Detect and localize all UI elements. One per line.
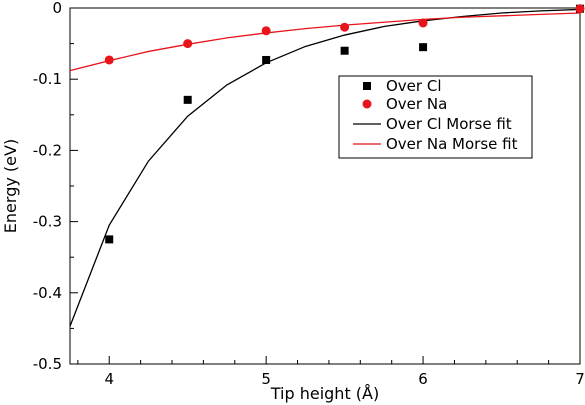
legend: Over Cl Over Na Over Cl Morse fit Over N… [338, 75, 533, 159]
plot-area [69, 4, 585, 365]
y-tick-label: -0.1 [33, 70, 62, 88]
plot-frame [69, 7, 581, 365]
over-na-point [183, 39, 193, 49]
legend-symbol-over-na [362, 99, 372, 109]
x-tick-label: 4 [104, 370, 114, 388]
legend-label-over-na: Over Na [386, 95, 447, 113]
y-tick-label: 0 [52, 0, 62, 17]
y-tick-label: -0.3 [33, 213, 62, 231]
legend-item-over-na-morse-fit: Over Na Morse fit [353, 135, 518, 153]
x-tick-label: 6 [418, 370, 428, 388]
over-cl-point [419, 43, 428, 52]
legend-label-over-na-morse-fit: Over Na Morse fit [386, 135, 518, 153]
x-tick-label: 5 [261, 370, 271, 388]
x-axis: 4 5 6 7 [77, 356, 585, 388]
y-tick-label: -0.4 [33, 284, 62, 302]
legend-symbol-over-cl [363, 82, 371, 90]
over-na-morse-fit-line [69, 12, 581, 72]
over-cl-point [183, 95, 192, 104]
legend-item-over-cl: Over Cl [363, 77, 442, 95]
over-cl-point [105, 235, 114, 244]
legend-item-over-na: Over Na [362, 95, 447, 113]
legend-item-over-cl-morse-fit: Over Cl Morse fit [353, 115, 512, 133]
y-tick-label: -0.2 [33, 141, 62, 159]
fit-lines [69, 8, 581, 327]
over-na-point [340, 22, 350, 32]
x-axis-title: Tip height (Å) [270, 384, 379, 403]
y-tick-label: -0.5 [33, 355, 62, 373]
over-cl-point [340, 46, 349, 55]
y-axis-title: Energy (eV) [1, 139, 20, 233]
over-na-point [104, 55, 114, 65]
x-tick-label: 7 [575, 370, 585, 388]
legend-label-over-cl: Over Cl [386, 77, 442, 95]
over-na-point [575, 4, 585, 14]
over-na-point [418, 18, 428, 28]
over-cl-point [262, 55, 271, 64]
data-points [104, 4, 585, 244]
over-na-point [261, 26, 271, 36]
y-axis: 0 -0.1 -0.2 -0.3 -0.4 -0.5 [33, 0, 78, 373]
legend-label-over-cl-morse-fit: Over Cl Morse fit [386, 115, 512, 133]
over-cl-morse-fit-line [69, 8, 581, 327]
